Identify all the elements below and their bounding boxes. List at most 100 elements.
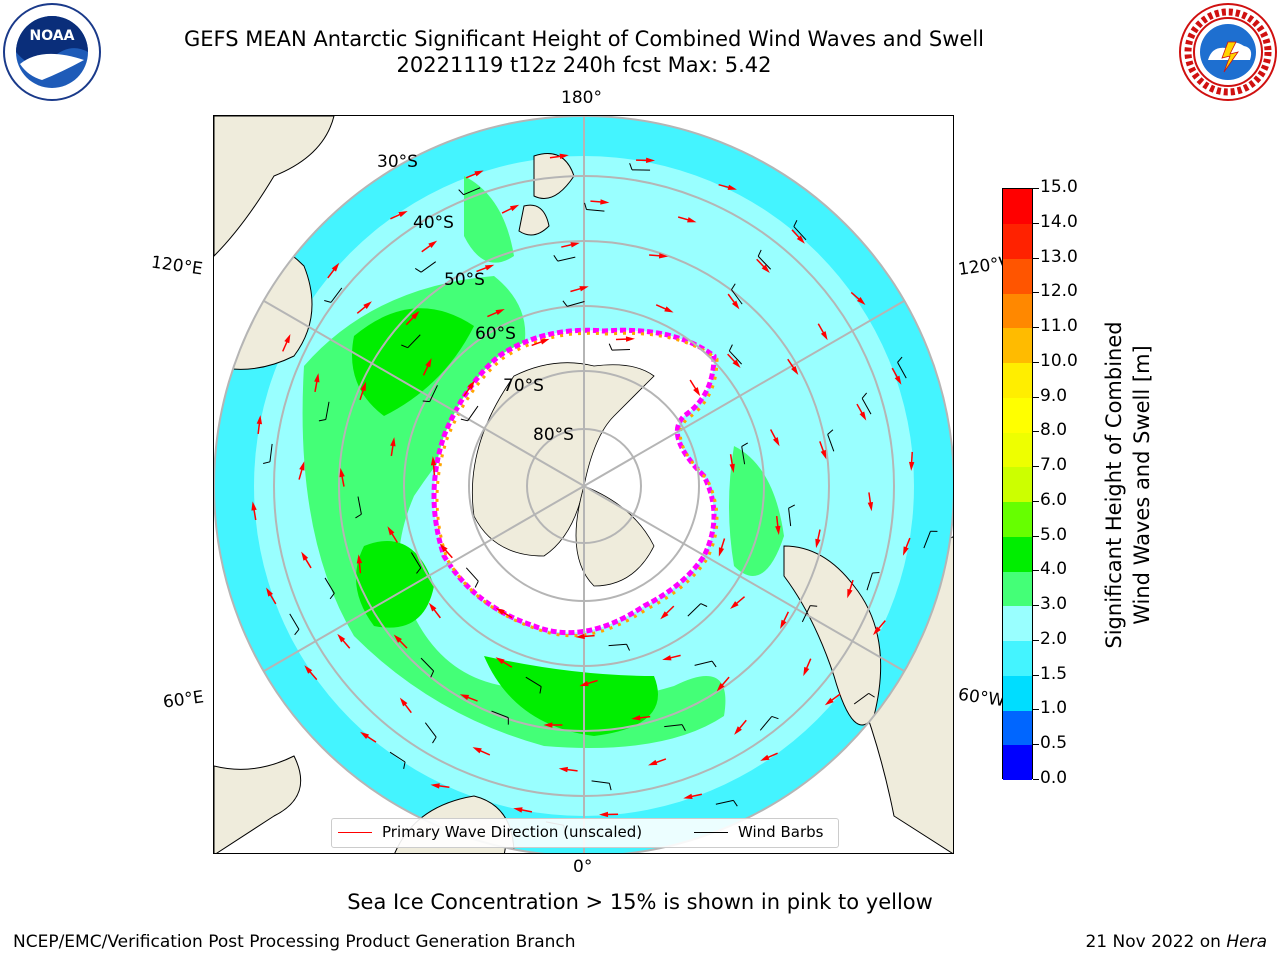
wind-barb-shaft (694, 660, 713, 666)
legend-swatch-wave (338, 831, 372, 833)
noaa-logo: NOAA (2, 2, 102, 102)
wind-barb-shaft (608, 643, 627, 647)
colorbar-segment (1003, 189, 1032, 224)
lat-label-80s: 80°S (533, 425, 574, 445)
wind-barb-feather (608, 343, 613, 351)
wind-barb-feather (329, 593, 335, 600)
wind-barb-shaft (923, 531, 931, 549)
colorbar-segment (1003, 501, 1032, 537)
wave-arrow-head (356, 554, 363, 564)
wave-arrow-head (430, 456, 437, 466)
wave-arrow-head (459, 694, 470, 700)
wind-barb-shaft (611, 348, 630, 351)
wave-arrow-head (734, 726, 742, 735)
footer-date: 21 Nov 2022 on Hera (1085, 932, 1267, 952)
colorbar-tick-mark (1033, 570, 1039, 572)
colorbar-tick-label: 8.0 (1040, 420, 1068, 441)
colorbar-segment (1003, 536, 1032, 572)
wave-arrow-head (337, 633, 346, 643)
wind-barb-feather (432, 736, 437, 744)
wave-arrow-head (847, 588, 853, 599)
wave-arrow-head (727, 184, 737, 190)
wind-barb-feather (711, 660, 717, 668)
colorbar-tick-mark (1033, 361, 1039, 363)
colorbar-tick-label: 2.0 (1040, 628, 1068, 649)
wind-barb-shaft (728, 350, 742, 365)
wave-arrow-head (660, 611, 669, 620)
footer-credit: NCEP/EMC/Verification Post Processing Pr… (13, 932, 576, 952)
wind-barb-shaft (793, 226, 807, 241)
wind-barb-shaft (324, 577, 335, 594)
wave-arrow-head (251, 501, 257, 511)
colorbar-tick-label: 14.0 (1040, 211, 1078, 232)
wave-arrow-head (600, 199, 610, 205)
wave-arrow-head (495, 308, 505, 316)
wave-arrow-head (360, 381, 366, 392)
wind-barb-feather (861, 392, 868, 399)
wind-barb-shaft (861, 398, 872, 415)
wave-arrow-head (495, 657, 505, 665)
wind-barb-shaft (525, 676, 542, 687)
lon-label-120e: 120°E (149, 252, 204, 280)
wave-arrow-head (780, 619, 787, 629)
colorbar-tick-label: 1.0 (1040, 698, 1068, 719)
wind-barb-feather (430, 670, 435, 678)
colorbar-tick-label: 12.0 (1040, 281, 1078, 302)
colorbar-tick-mark (1033, 222, 1039, 224)
wind-barb-shaft (325, 401, 330, 420)
wind-barb-feather (263, 461, 271, 465)
wave-arrow-head (301, 551, 309, 561)
lat-label-70s: 70°S (503, 376, 544, 396)
wind-barb-shaft (420, 261, 437, 273)
colorbar-segment (1003, 432, 1032, 468)
wind-barb-shaft (566, 300, 585, 307)
wind-barb-feather (553, 255, 559, 262)
wind-barb-shaft (330, 287, 343, 303)
wave-arrow-head (399, 697, 408, 707)
wave-arrow-head (425, 358, 432, 368)
wave-arrow-head (339, 467, 345, 478)
colorbar-tick-mark (1033, 188, 1039, 189)
colorbar-tick-label: 7.0 (1040, 455, 1068, 476)
wave-arrow-head (894, 375, 902, 385)
wave-arrow-head (579, 286, 589, 292)
colorbar-tick-label: 0.5 (1040, 733, 1068, 754)
lat-label-40s: 40°S (413, 213, 454, 233)
colorbar-label-line2: Wind Waves and Swell [m] (1130, 345, 1154, 625)
wave-direction-arrows (251, 153, 915, 818)
polar-map-svg (214, 116, 953, 853)
wind-barb-shaft (591, 780, 610, 784)
wind-barb-feather (827, 429, 834, 435)
wave-arrow-head (873, 626, 881, 636)
lon-label-180: 180° (561, 88, 602, 108)
nws-logo (1178, 2, 1278, 102)
wave-arrow-head (732, 359, 741, 369)
wind-barb-feather (629, 163, 633, 171)
wind-barb-shaft (557, 256, 576, 262)
wind-barb-shaft (269, 443, 273, 462)
legend-swatch-wind (694, 831, 728, 833)
wave-arrow-head (474, 170, 484, 177)
wind-barb-shaft (463, 187, 481, 196)
wave-arrow-head (304, 665, 313, 674)
wave-arrow-head (772, 437, 780, 447)
wind-barb-feather (626, 644, 631, 651)
wind-barb-feather (562, 300, 568, 307)
colorbar-tick-mark (1033, 744, 1039, 746)
wave-arrow-head (658, 253, 669, 259)
wave-arrow-head (430, 783, 440, 789)
wind-barb-feather (401, 344, 408, 349)
wave-arrow-head (495, 607, 505, 615)
wind-barb-feather (757, 249, 762, 257)
wind-barb-feather (474, 580, 479, 588)
lat-label-60s: 60°S (475, 324, 516, 344)
colorbar-segment (1003, 640, 1032, 676)
wave-arrow-head (859, 411, 867, 421)
colorbar-segment (1003, 328, 1032, 364)
wave-arrow-head (299, 461, 305, 471)
colorbar-tick-mark (1033, 396, 1039, 398)
wind-barb-feather (810, 605, 818, 607)
wind-barb-shaft (741, 446, 746, 465)
wave-arrow-head (360, 731, 370, 739)
colorbar-tick-label: 15.0 (1040, 177, 1078, 197)
